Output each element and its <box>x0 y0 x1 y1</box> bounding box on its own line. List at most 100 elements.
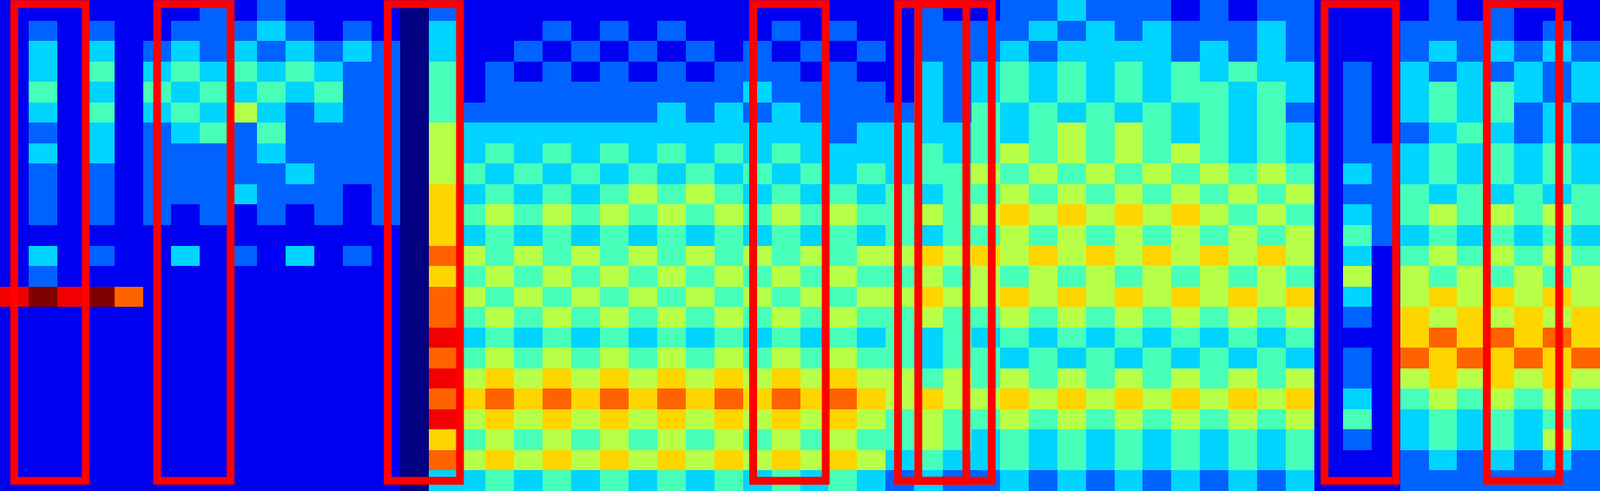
heatmap-cell <box>28 40 58 62</box>
heatmap-cell <box>828 122 857 144</box>
heatmap-cell <box>1428 449 1458 471</box>
heatmap-cell <box>485 286 514 308</box>
heatmap-cell <box>171 20 200 42</box>
heatmap-cell <box>114 122 144 144</box>
heatmap-cell <box>1228 20 1258 42</box>
heatmap-cell <box>542 0 572 21</box>
heatmap-cell <box>1257 20 1286 42</box>
heatmap-cell <box>342 469 372 491</box>
heatmap-cell <box>314 368 343 389</box>
heatmap-cell <box>1314 428 1344 450</box>
heatmap-cell <box>1171 449 1200 471</box>
heatmap-cell <box>971 428 1001 450</box>
heatmap-cell <box>485 224 514 246</box>
heatmap-cell <box>57 204 86 225</box>
heatmap-cell <box>85 20 115 42</box>
heatmap-cell <box>1456 61 1486 83</box>
heatmap-cell <box>828 388 857 409</box>
heatmap-cell <box>743 143 772 165</box>
heatmap-cell <box>1456 102 1486 124</box>
heatmap-cell <box>856 204 886 225</box>
heatmap-cell <box>628 61 658 83</box>
heatmap-cell <box>485 388 514 409</box>
heatmap-cell <box>400 20 429 42</box>
heatmap-cell <box>1456 122 1486 144</box>
heatmap-cell <box>1142 40 1172 62</box>
heatmap-cell <box>1314 286 1344 308</box>
heatmap-cell <box>856 184 886 205</box>
heatmap-cell <box>285 102 315 124</box>
heatmap-cell <box>771 388 801 409</box>
heatmap-cell <box>513 449 543 471</box>
heatmap-cell <box>1114 81 1144 103</box>
heatmap-cell <box>628 122 658 144</box>
heatmap-cell <box>1343 306 1372 328</box>
heatmap-cell <box>171 428 200 450</box>
heatmap-cell <box>513 204 543 225</box>
heatmap-cell <box>1142 286 1172 308</box>
heatmap-cell <box>256 224 286 246</box>
heatmap-cell <box>199 408 229 430</box>
heatmap-cell <box>743 61 772 83</box>
heatmap-cell <box>285 265 315 287</box>
heatmap-cell <box>57 81 86 103</box>
heatmap-cell <box>342 204 372 225</box>
heatmap-cell <box>1199 81 1229 103</box>
heatmap-cell <box>1000 449 1029 471</box>
heatmap-cell <box>1057 347 1087 369</box>
heatmap-cell <box>1142 143 1172 165</box>
heatmap-cell <box>1199 102 1229 124</box>
heatmap-cell <box>314 163 343 185</box>
heatmap-cell <box>28 449 58 471</box>
heatmap-cell <box>599 40 629 62</box>
heatmap-cell <box>28 81 58 103</box>
heatmap-cell <box>1257 469 1286 491</box>
heatmap-cell <box>1000 122 1029 144</box>
heatmap-cell <box>1285 81 1315 103</box>
heatmap-cell <box>1086 265 1115 287</box>
heatmap-cell <box>1028 224 1058 246</box>
heatmap-cell <box>1285 449 1315 471</box>
heatmap-cell <box>571 469 600 491</box>
heatmap-cell <box>1114 408 1144 430</box>
heatmap-cell <box>1171 102 1200 124</box>
heatmap-cell <box>400 163 429 185</box>
heatmap-cell <box>314 469 343 491</box>
heatmap-cell <box>1142 20 1172 42</box>
heatmap-cell <box>1171 61 1200 83</box>
heatmap-cell <box>1428 306 1458 328</box>
heatmap-cell <box>314 408 343 430</box>
heatmap-cell <box>485 163 514 185</box>
heatmap-cell <box>1571 306 1600 328</box>
heatmap-cell <box>1028 449 1058 471</box>
heatmap-cell <box>628 20 658 42</box>
heatmap-cell <box>1028 184 1058 205</box>
heatmap-cell <box>1314 408 1344 430</box>
heatmap-cell <box>1000 265 1029 287</box>
heatmap-cell <box>199 327 229 349</box>
heatmap-cell <box>971 347 1001 369</box>
heatmap-cell <box>743 40 772 62</box>
heatmap-cell <box>1171 469 1200 491</box>
heatmap-cell <box>1571 122 1600 144</box>
heatmap-cell <box>1400 428 1429 450</box>
heatmap-cell <box>1114 327 1144 349</box>
heatmap-cell <box>57 286 86 308</box>
heatmap-cell <box>1057 143 1087 165</box>
heatmap-cell <box>342 81 372 103</box>
heatmap-cell <box>1343 428 1372 450</box>
heatmap-cell <box>1285 428 1315 450</box>
heatmap-cell <box>1514 306 1543 328</box>
heatmap-cell <box>1456 449 1486 471</box>
heatmap-cell <box>285 388 315 409</box>
heatmap-cell <box>1571 428 1600 450</box>
heatmap-cell <box>1114 0 1144 21</box>
heatmap-cell <box>657 0 686 21</box>
heatmap-cell <box>599 347 629 369</box>
heatmap-cell <box>1456 143 1486 165</box>
heatmap-cell <box>856 163 886 185</box>
heatmap-cell <box>199 449 229 471</box>
heatmap-cell <box>1228 347 1258 369</box>
heatmap-cell <box>1000 224 1029 246</box>
heatmap-cell <box>1285 286 1315 308</box>
